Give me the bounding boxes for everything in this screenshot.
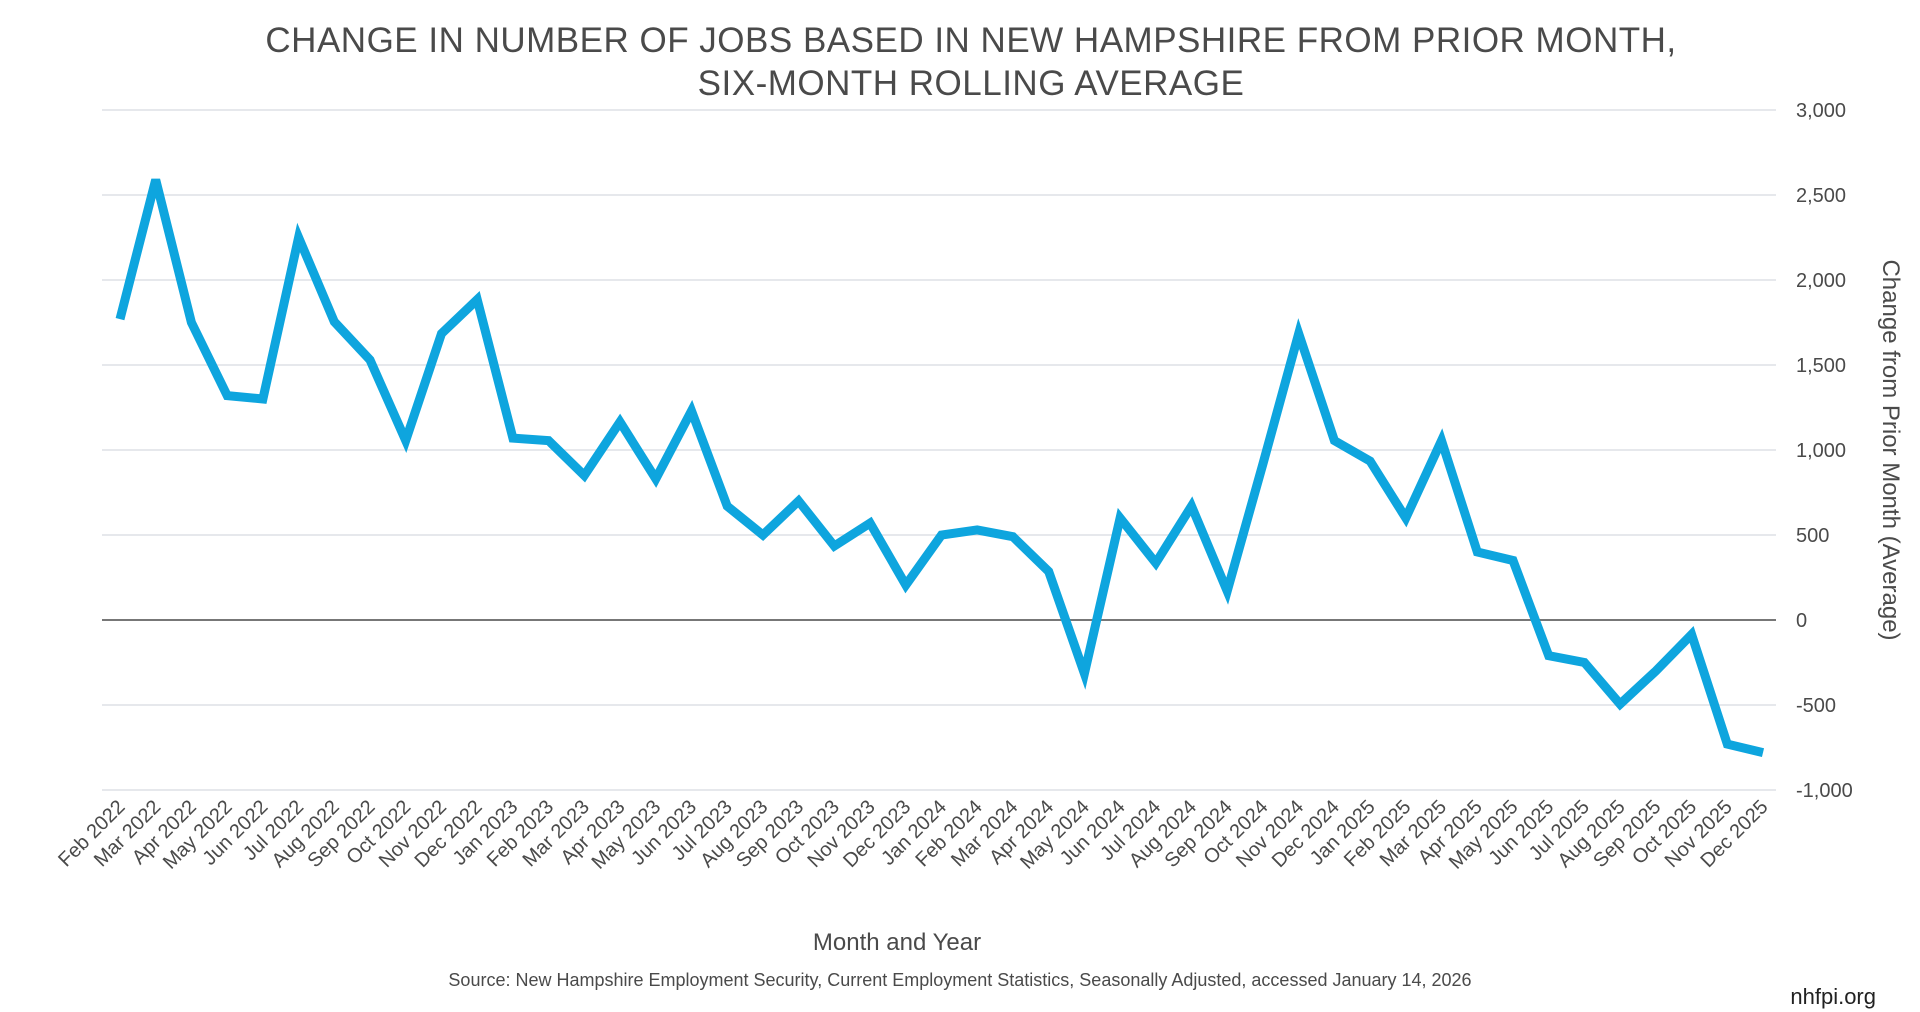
y-tick-label: 0 bbox=[1796, 610, 1807, 632]
y-tick-label: 2,500 bbox=[1796, 185, 1846, 207]
y-tick-label: 1,000 bbox=[1796, 440, 1846, 462]
y-axis-title: Change from Prior Month (Average) bbox=[1877, 259, 1904, 640]
data-points bbox=[119, 179, 1764, 753]
x-axis-title: Month and Year bbox=[813, 929, 981, 956]
y-tick-label: 500 bbox=[1796, 525, 1829, 547]
y-tick-label: 2,000 bbox=[1796, 270, 1846, 292]
series-line bbox=[115, 178, 1765, 757]
y-tick-label: -1,000 bbox=[1796, 780, 1853, 802]
y-axis-ticks: 3,000 2,500 2,000 1,500 1,000 500 0 -500 -1,000 bbox=[1796, 100, 1853, 802]
brand-label: nhfpi.org bbox=[1790, 984, 1876, 1009]
chart-title-line1: CHANGE IN NUMBER OF JOBS BASED IN NEW HA… bbox=[265, 21, 1676, 60]
gridlines bbox=[102, 109, 1776, 791]
y-tick-label: 3,000 bbox=[1796, 100, 1846, 122]
chart-title-line2: SIX-MONTH ROLLING AVERAGE bbox=[698, 64, 1245, 103]
source-note: Source: New Hampshire Employment Securit… bbox=[448, 970, 1471, 990]
y-tick-label: -500 bbox=[1796, 695, 1836, 717]
y-tick-label: 1,500 bbox=[1796, 355, 1846, 377]
